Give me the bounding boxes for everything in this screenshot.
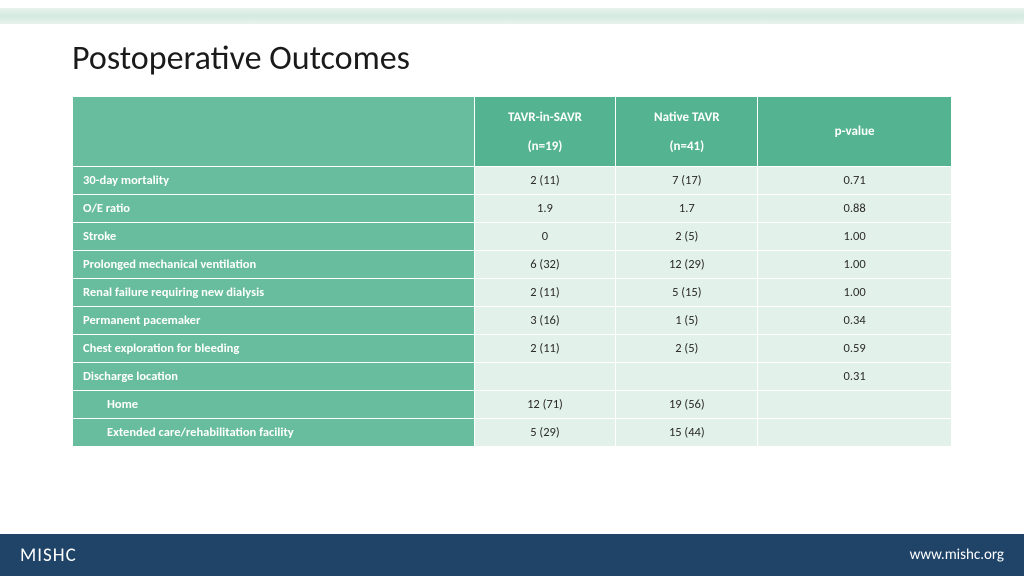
page-title: Postoperative Outcomes xyxy=(72,38,410,79)
cell-value-1: 6 (32) xyxy=(474,251,616,279)
row-label: Prolonged mechanical ventilation xyxy=(73,251,475,279)
cell-value-2: 15 (44) xyxy=(616,419,758,447)
row-label: Chest exploration for bleeding xyxy=(73,335,475,363)
footer-bar: MISHC www.mishc.org xyxy=(0,534,1024,576)
cell-value-2: 12 (29) xyxy=(616,251,758,279)
table-row: 30-day mortality2 (11)7 (17)0.71 xyxy=(73,167,952,195)
header-blank xyxy=(73,97,475,167)
cell-value-2: 7 (17) xyxy=(616,167,758,195)
row-label: Extended care/rehabilitation facility xyxy=(73,419,475,447)
cell-pvalue: 1.00 xyxy=(758,279,952,307)
header-col-2-sub: (n=41) xyxy=(624,139,749,154)
cell-pvalue: 1.00 xyxy=(758,223,952,251)
cell-value-1: 1.9 xyxy=(474,195,616,223)
table-row: Permanent pacemaker3 (16)1 (5)0.34 xyxy=(73,307,952,335)
cell-value-1 xyxy=(474,363,616,391)
table-row: O/E ratio1.91.70.88 xyxy=(73,195,952,223)
header-col-1: TAVR-in-SAVR (n=19) xyxy=(474,97,616,167)
table-body: 30-day mortality2 (11)7 (17)0.71O/E rati… xyxy=(73,167,952,447)
cell-value-2 xyxy=(616,363,758,391)
cell-value-2: 1.7 xyxy=(616,195,758,223)
table-row: Prolonged mechanical ventilation6 (32)12… xyxy=(73,251,952,279)
table-row: Home12 (71)19 (56) xyxy=(73,391,952,419)
cell-value-2: 2 (5) xyxy=(616,223,758,251)
header-col-2-top: Native TAVR xyxy=(654,110,720,125)
row-label: Permanent pacemaker xyxy=(73,307,475,335)
table-row: Stroke02 (5)1.00 xyxy=(73,223,952,251)
cell-value-1: 2 (11) xyxy=(474,335,616,363)
header-col-1-sub: (n=19) xyxy=(483,139,608,154)
row-label: Home xyxy=(73,391,475,419)
cell-value-1: 2 (11) xyxy=(474,167,616,195)
table-row: Extended care/rehabilitation facility5 (… xyxy=(73,419,952,447)
outcomes-table-wrap: TAVR-in-SAVR (n=19) Native TAVR (n=41) p… xyxy=(72,96,952,447)
cell-value-2: 19 (56) xyxy=(616,391,758,419)
cell-value-2: 5 (15) xyxy=(616,279,758,307)
cell-pvalue: 0.71 xyxy=(758,167,952,195)
cell-pvalue: 0.31 xyxy=(758,363,952,391)
cell-value-1: 2 (11) xyxy=(474,279,616,307)
header-col-3: p-value xyxy=(758,97,952,167)
header-col-2: Native TAVR (n=41) xyxy=(616,97,758,167)
cell-pvalue: 0.59 xyxy=(758,335,952,363)
row-label: Discharge location xyxy=(73,363,475,391)
decorative-band xyxy=(0,8,1024,24)
cell-value-2: 1 (5) xyxy=(616,307,758,335)
cell-value-1: 12 (71) xyxy=(474,391,616,419)
cell-pvalue: 0.88 xyxy=(758,195,952,223)
cell-value-1: 5 (29) xyxy=(474,419,616,447)
row-label: 30-day mortality xyxy=(73,167,475,195)
row-label: Stroke xyxy=(73,223,475,251)
table-row: Discharge location 0.31 xyxy=(73,363,952,391)
cell-pvalue: 0.34 xyxy=(758,307,952,335)
row-label: Renal failure requiring new dialysis xyxy=(73,279,475,307)
outcomes-table: TAVR-in-SAVR (n=19) Native TAVR (n=41) p… xyxy=(72,96,952,447)
cell-value-2: 2 (5) xyxy=(616,335,758,363)
cell-pvalue: 1.00 xyxy=(758,251,952,279)
header-col-1-top: TAVR-in-SAVR xyxy=(508,110,582,125)
row-label: O/E ratio xyxy=(73,195,475,223)
cell-value-1: 0 xyxy=(474,223,616,251)
table-row: Renal failure requiring new dialysis2 (1… xyxy=(73,279,952,307)
table-row: Chest exploration for bleeding2 (11)2 (5… xyxy=(73,335,952,363)
cell-pvalue xyxy=(758,391,952,419)
cell-pvalue xyxy=(758,419,952,447)
footer-url: www.mishc.org xyxy=(910,546,1004,564)
cell-value-1: 3 (16) xyxy=(474,307,616,335)
footer-logo: MISHC xyxy=(20,544,77,567)
